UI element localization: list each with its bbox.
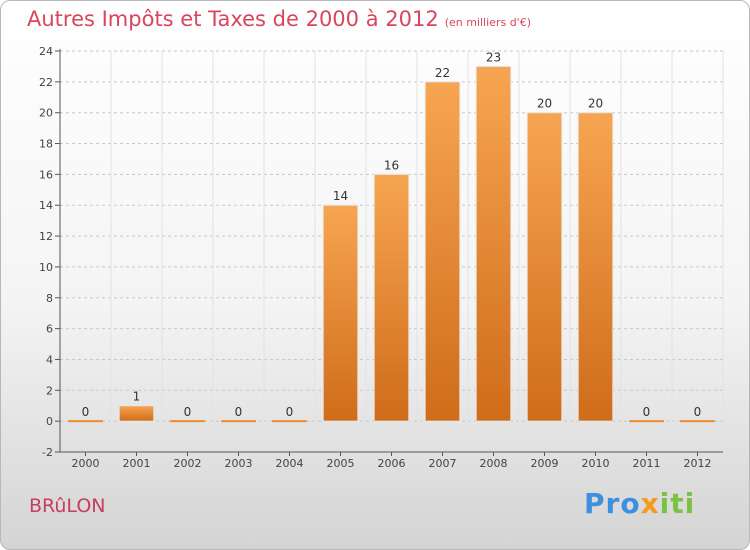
data-label: 0 — [286, 405, 294, 419]
y-tick-label: 12 — [39, 230, 53, 243]
x-tick-label: 2007 — [429, 457, 457, 470]
bar — [322, 204, 359, 422]
x-tick-label: 2002 — [174, 457, 202, 470]
data-label: 0 — [694, 405, 702, 419]
data-label: 0 — [235, 405, 243, 419]
data-label: 0 — [643, 405, 651, 419]
y-tick-label: 6 — [46, 323, 53, 336]
y-tick-label: 18 — [39, 138, 53, 151]
chart-title-main: Autres Impôts et Taxes de 2000 à 2012 — [27, 7, 439, 31]
data-label: 0 — [82, 405, 90, 419]
data-label: 1 — [133, 390, 141, 404]
bar — [577, 112, 614, 422]
y-tick-label: 8 — [46, 292, 53, 305]
x-tick-label: 2003 — [225, 457, 253, 470]
chart-title: Autres Impôts et Taxes de 2000 à 2012 (en… — [27, 7, 531, 31]
chart-subtitle: (en milliers d'€) — [444, 16, 531, 29]
y-tick-label: 16 — [39, 168, 53, 181]
y-tick-label: 20 — [39, 107, 53, 120]
bar — [475, 65, 512, 422]
logo-part-2: x — [640, 487, 660, 520]
data-label: 20 — [537, 97, 552, 111]
bar-zero — [170, 420, 205, 423]
bar — [526, 112, 563, 422]
x-tick-label: 2009 — [531, 457, 559, 470]
x-tick-label: 2008 — [480, 457, 508, 470]
y-tick-label: 4 — [46, 353, 53, 366]
data-label: 22 — [435, 66, 450, 80]
bar — [373, 173, 410, 422]
x-tick-label: 2005 — [327, 457, 355, 470]
location-label: BRûLON — [29, 495, 106, 517]
y-tick-label: 0 — [46, 415, 53, 428]
proxiti-logo: Proxiti — [584, 487, 695, 520]
data-label: 23 — [486, 50, 501, 64]
x-tick-label: 2006 — [378, 457, 406, 470]
data-label: 14 — [333, 189, 348, 203]
y-tick-label: -2 — [42, 446, 53, 459]
y-tick-label: 10 — [39, 261, 53, 274]
data-label: 20 — [588, 97, 603, 111]
bar — [424, 81, 461, 422]
x-tick-label: 2001 — [123, 457, 151, 470]
x-tick-label: 2000 — [72, 457, 100, 470]
bar — [118, 405, 155, 422]
y-tick-label: 2 — [46, 384, 53, 397]
y-tick-label: 14 — [39, 199, 53, 212]
bar-zero — [629, 420, 664, 423]
x-tick-label: 2010 — [582, 457, 610, 470]
bar-zero — [221, 420, 256, 423]
y-tick-label: 22 — [39, 76, 53, 89]
data-label: 16 — [384, 158, 399, 172]
y-tick-label: 24 — [39, 45, 53, 58]
bar-zero — [68, 420, 103, 423]
x-tick-label: 2004 — [276, 457, 304, 470]
logo-part-3: iti — [659, 487, 696, 520]
x-tick-label: 2012 — [684, 457, 712, 470]
data-label: 0 — [184, 405, 192, 419]
bar-zero — [680, 420, 715, 423]
bar-zero — [272, 420, 307, 423]
logo-part-1: Pro — [584, 487, 641, 520]
x-tick-label: 2011 — [633, 457, 661, 470]
